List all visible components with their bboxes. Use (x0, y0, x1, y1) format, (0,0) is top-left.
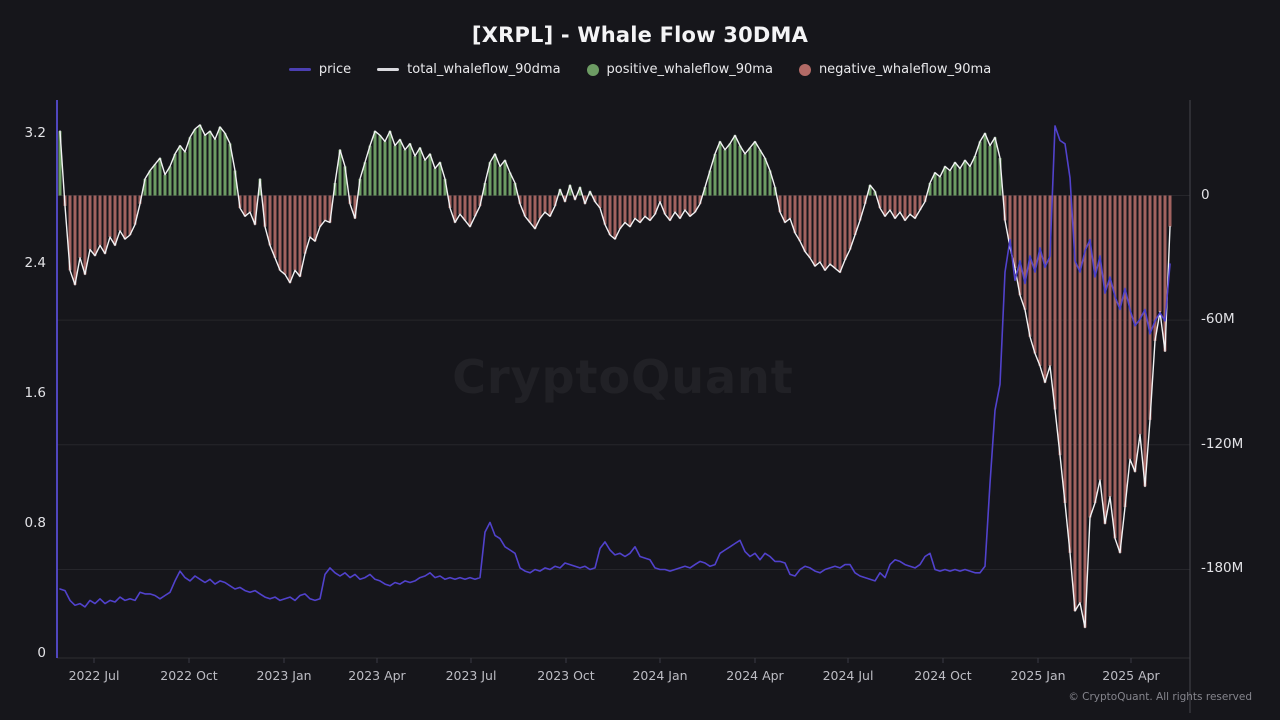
whaleflow-tick-label: 0 (1201, 186, 1210, 203)
copyright-text: © CryptoQuant. All rights reserved (1068, 691, 1252, 703)
negative-whaleflow-dot-marker-icon (798, 63, 811, 76)
date-tick-label: 2023 Oct (537, 668, 595, 683)
legend-label: total_whaleflow_90dma (407, 62, 561, 77)
date-tick-label: 2024 Apr (726, 668, 784, 683)
legend-item-total-whaleflow[interactable]: total_whaleflow_90dma (377, 62, 561, 77)
legend-label: price (318, 62, 352, 77)
date-tick-label: 2022 Jul (68, 668, 120, 683)
date-tick-label: 2023 Apr (348, 668, 406, 683)
whaleflow-tick-label: -180M (1201, 560, 1244, 577)
date-tick-label: 2025 Apr (1102, 668, 1160, 683)
date-tick-label: 2024 Oct (914, 668, 972, 683)
chart-title: [XRPL] - Whale Flow 30DMA (471, 23, 809, 47)
positive-whaleflow-dot-marker-icon (586, 63, 599, 76)
legend-item-positive-whaleflow[interactable]: positive_whaleflow_90ma (586, 62, 773, 77)
price-tick-label: 0 (37, 645, 46, 661)
price-tick-label: 0.8 (24, 515, 46, 531)
legend-item-price[interactable]: price (288, 62, 352, 77)
legend: price total_whaleflow_90dma positive_wha… (0, 62, 1280, 77)
date-tick-label: 2024 Jul (822, 668, 874, 683)
price-tick-label: 1.6 (24, 385, 46, 401)
price-tick-label: 3.2 (24, 125, 46, 141)
date-tick-label: 2023 Jan (256, 668, 312, 683)
whaleflow-tick-label: -120M (1201, 435, 1244, 452)
date-tick-label: 2025 Jan (1010, 668, 1066, 683)
legend-label: negative_whaleflow_90ma (818, 62, 992, 77)
whaleflow-tick-label: -60M (1201, 311, 1235, 328)
date-tick-label: 2022 Oct (160, 668, 218, 683)
price-line-marker-icon (288, 68, 311, 71)
legend-label: positive_whaleflow_90ma (606, 62, 773, 77)
date-tick-label: 2024 Jan (632, 668, 688, 683)
date-tick-label: 2023 Jul (445, 668, 497, 683)
total-whaleflow-line-marker-icon (377, 68, 400, 71)
price-tick-label: 2.4 (24, 255, 46, 271)
legend-item-negative-whaleflow[interactable]: negative_whaleflow_90ma (798, 62, 992, 77)
